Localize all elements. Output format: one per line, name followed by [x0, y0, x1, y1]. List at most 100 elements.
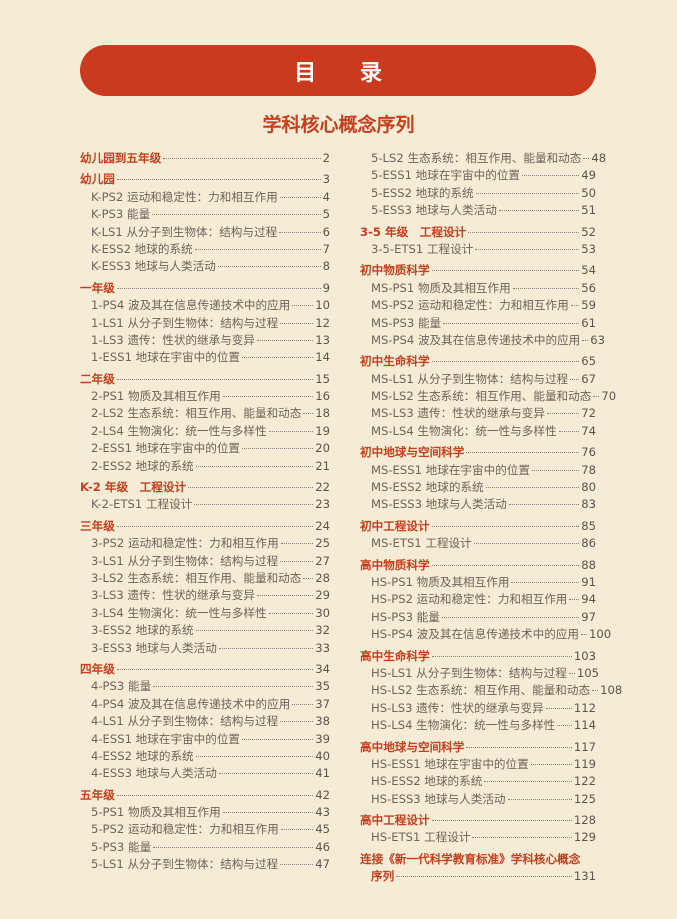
toc-entry[interactable]: 2-ESS2 地球的系统 21 — [80, 458, 330, 475]
toc-entry[interactable]: 5-LS2 生态系统：相互作用、能量和动态 48 — [360, 150, 606, 167]
toc-section[interactable]: 高中生命科学 103 — [360, 648, 596, 665]
toc-entry[interactable]: 5-PS3 能量 46 — [80, 839, 330, 856]
toc-entry[interactable]: MS-LS2 生态系统：相互作用、能量和动态 70 — [360, 388, 616, 405]
toc-section[interactable]: 三年级 24 — [80, 518, 330, 535]
toc-entry[interactable]: 4-ESS1 地球在宇宙中的位置 39 — [80, 731, 330, 748]
entry-label: 4-ESS2 地球的系统 — [91, 748, 194, 763]
toc-entry[interactable]: 5-PS1 物质及其相互作用 43 — [80, 804, 330, 821]
toc-entry[interactable]: MS-ESS3 地球与人类活动 83 — [360, 496, 596, 513]
toc-entry[interactable]: HS-PS3 能量 97 — [360, 609, 596, 626]
toc-entry[interactable]: HS-LS3 遗传：性状的继承与变异 112 — [360, 700, 596, 717]
toc-entry[interactable]: 3-LS2 生态系统：相互作用、能量和动态 28 — [80, 570, 330, 587]
toc-entry[interactable]: HS-LS1 从分子到生物体：结构与过程 105 — [360, 665, 599, 682]
dot-leader — [545, 707, 572, 709]
toc-entry[interactable]: 5-PS2 运动和稳定性：力和相互作用 45 — [80, 821, 330, 838]
toc-section[interactable]: 幼儿园到五年级 2 — [80, 150, 330, 167]
toc-entry[interactable]: 2-LS4 生物演化：统一性与多样性 19 — [80, 423, 330, 440]
entry-label: 五年级 — [80, 787, 115, 802]
toc-section[interactable]: 高中工程设计 128 — [360, 812, 596, 829]
toc-entry[interactable]: 3-LS3 遗传：性状的继承与变异 29 — [80, 587, 330, 604]
toc-entry[interactable]: HS-PS4 波及其在信息传递技术中的应用 100 — [360, 626, 611, 643]
toc-section[interactable]: 高中物质科学 88 — [360, 557, 596, 574]
page-number: 47 — [315, 857, 330, 872]
page-number: 39 — [315, 731, 330, 746]
toc-entry[interactable]: 4-ESS3 地球与人类活动 41 — [80, 765, 330, 782]
toc-section[interactable]: 幼儿园 3 — [80, 171, 330, 188]
toc-entry[interactable]: 4-LS1 从分子到生物体：结构与过程 38 — [80, 713, 330, 730]
toc-section[interactable]: K-2 年级 工程设计 22 — [80, 479, 330, 496]
toc-entry[interactable]: HS-ETS1 工程设计 129 — [360, 829, 596, 846]
toc-section[interactable]: 连接《新一代科学教育标准》学科核心概念 — [360, 851, 596, 868]
entry-label: MS-ESS3 地球与人类活动 — [371, 497, 507, 512]
toc-entry[interactable]: 3-PS2 运动和稳定性：力和相互作用 25 — [80, 535, 330, 552]
toc-entry[interactable]: MS-PS2 运动和稳定性：力和相互作用 59 — [360, 297, 596, 314]
toc-entry[interactable]: 2-ESS1 地球在宇宙中的位置 20 — [80, 440, 330, 457]
toc-entry[interactable]: K-ESS3 地球与人类活动 8 — [80, 258, 330, 275]
toc-entry[interactable]: MS-ESS1 地球在宇宙中的位置 78 — [360, 462, 596, 479]
toc-entry[interactable]: 1-ESS1 地球在宇宙中的位置 14 — [80, 349, 330, 366]
dot-leader — [152, 214, 321, 216]
toc-section[interactable]: 二年级 15 — [80, 371, 330, 388]
toc-entry[interactable]: HS-LS4 生物演化：统一性与多样性 114 — [360, 717, 596, 734]
toc-section[interactable]: 一年级 9 — [80, 280, 330, 297]
toc-entry[interactable]: HS-ESS3 地球与人类活动 125 — [360, 791, 596, 808]
toc-section[interactable]: 高中地球与空间科学 117 — [360, 739, 596, 756]
toc-entry[interactable]: MS-PS4 波及其在信息传递技术中的应用 63 — [360, 332, 605, 349]
toc-entry[interactable]: 1-LS3 遗传：性状的继承与变异 13 — [80, 332, 330, 349]
toc-section[interactable]: 初中生命科学 65 — [360, 353, 596, 370]
toc-entry[interactable]: HS-PS1 物质及其相互作用 91 — [360, 574, 596, 591]
page-number: 72 — [581, 406, 596, 421]
toc-entry[interactable]: 4-PS3 能量 35 — [80, 678, 330, 695]
toc-entry[interactable]: 2-PS1 物质及其相互作用 16 — [80, 388, 330, 405]
entry-label: 2-ESS2 地球的系统 — [91, 458, 194, 473]
page-number: 122 — [573, 774, 596, 789]
page-number: 16 — [315, 389, 330, 404]
toc-entry[interactable]: MS-PS3 能量 61 — [360, 315, 596, 332]
toc-entry[interactable]: 4-PS4 波及其在信息传递技术中的应用 37 — [80, 696, 330, 713]
toc-section[interactable]: 初中工程设计 85 — [360, 518, 596, 535]
toc-entry[interactable]: 5-ESS1 地球在宇宙中的位置 49 — [360, 167, 596, 184]
dot-leader — [116, 525, 314, 527]
toc-entry[interactable]: 3-LS1 从分子到生物体：结构与过程 27 — [80, 553, 330, 570]
toc-entry[interactable]: K-ESS2 地球的系统 7 — [80, 241, 330, 258]
toc-entry[interactable]: MS-ETS1 工程设计 86 — [360, 535, 596, 552]
toc-entry[interactable]: MS-LS4 生物演化：统一性与多样性 74 — [360, 423, 596, 440]
toc-entry[interactable]: 2-LS2 生态系统：相互作用、能量和动态 18 — [80, 405, 330, 422]
entry-label: 3-PS2 运动和稳定性：力和相互作用 — [91, 536, 279, 551]
toc-entry[interactable]: 3-ESS3 地球与人类活动 33 — [80, 640, 330, 657]
toc-section[interactable]: 序列 131 — [360, 868, 596, 885]
toc-entry[interactable]: MS-LS1 从分子到生物体：结构与过程 67 — [360, 371, 596, 388]
page-number: 131 — [573, 869, 596, 884]
toc-entry[interactable]: HS-ESS2 地球的系统 122 — [360, 773, 596, 790]
toc-entry[interactable]: 1-PS4 波及其在信息传递技术中的应用 10 — [80, 297, 330, 314]
page-number: 83 — [581, 497, 596, 512]
toc-entry[interactable]: HS-ESS1 地球在宇宙中的位置 119 — [360, 756, 596, 773]
toc-entry[interactable]: 5-LS1 从分子到生物体：结构与过程 47 — [80, 856, 330, 873]
toc-entry[interactable]: K-PS2 运动和稳定性：力和相互作用 4 — [80, 189, 330, 206]
toc-entry[interactable]: HS-LS2 生态系统：相互作用、能量和动态 108 — [360, 682, 622, 699]
toc-entry[interactable]: 3-LS4 生物演化：统一性与多样性 30 — [80, 605, 330, 622]
toc-entry[interactable]: MS-LS3 遗传：性状的继承与变异 72 — [360, 405, 596, 422]
toc-entry[interactable]: 5-ESS3 地球与人类活动 51 — [360, 202, 596, 219]
toc-entry[interactable]: 3-ESS2 地球的系统 32 — [80, 622, 330, 639]
dot-leader — [222, 812, 314, 814]
toc-section[interactable]: 初中地球与空间科学 76 — [360, 444, 596, 461]
toc-entry[interactable]: 5-ESS2 地球的系统 50 — [360, 185, 596, 202]
toc-left-column: 幼儿园到五年级 2 幼儿园 3 K-PS2 运动和稳定性：力和相互作用 4 K-PS3 能量… — [80, 150, 330, 874]
toc-section[interactable]: 五年级 42 — [80, 787, 330, 804]
page-number: 70 — [601, 389, 617, 404]
entry-label: MS-ESS1 地球在宇宙中的位置 — [371, 462, 530, 477]
toc-entry[interactable]: K-2-ETS1 工程设计 23 — [80, 496, 330, 513]
toc-section[interactable]: 初中物质科学 54 — [360, 262, 596, 279]
dot-leader — [431, 564, 580, 566]
toc-entry[interactable]: MS-ESS2 地球的系统 80 — [360, 479, 596, 496]
toc-entry[interactable]: K-PS3 能量 5 — [80, 206, 330, 223]
toc-section[interactable]: 3-5 年级 工程设计 52 — [360, 224, 596, 241]
toc-entry[interactable]: 3-5-ETS1 工程设计 53 — [360, 241, 596, 258]
toc-entry[interactable]: K-LS1 从分子到生物体：结构与过程 6 — [80, 224, 330, 241]
toc-entry[interactable]: 1-LS1 从分子到生物体：结构与过程 12 — [80, 315, 330, 332]
toc-entry[interactable]: HS-PS2 运动和稳定性：力和相互作用 94 — [360, 591, 596, 608]
toc-section[interactable]: 四年级 34 — [80, 661, 330, 678]
toc-entry[interactable]: MS-PS1 物质及其相互作用 56 — [360, 280, 596, 297]
toc-entry[interactable]: 4-ESS2 地球的系统 40 — [80, 748, 330, 765]
